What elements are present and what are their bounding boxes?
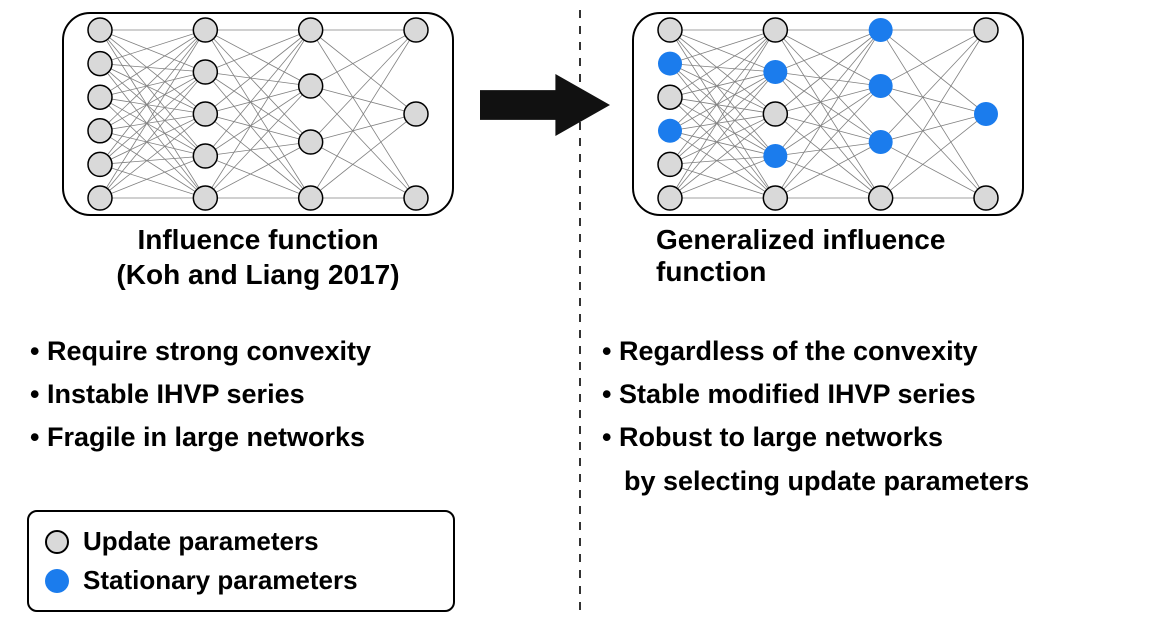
legend-label: Stationary parameters: [83, 561, 358, 600]
left-title-line1: Influence function: [137, 224, 378, 256]
bullet-item: Instable IHVP series: [30, 373, 371, 416]
bullet-item: Robust to large networks: [602, 416, 1029, 459]
bullet-item: by selecting update parameters: [624, 460, 1029, 503]
legend-box: Update parametersStationary parameters: [27, 510, 455, 612]
left-title-line2: (Koh and Liang 2017): [116, 259, 399, 291]
bullet-item: Require strong convexity: [30, 330, 371, 373]
legend-item: Update parameters: [45, 522, 437, 561]
bullet-item: Fragile in large networks: [30, 416, 371, 459]
bullet-item: Regardless of the convexity: [602, 330, 1029, 373]
legend-label: Update parameters: [83, 522, 319, 561]
left-bullet-list: Require strong convexityInstable IHVP se…: [30, 330, 371, 460]
bullet-item: Stable modified IHVP series: [602, 373, 1029, 416]
arrow-icon: [480, 74, 610, 136]
left-neural-net-diagram: [62, 12, 454, 216]
right-title-line1: Generalized influence function: [656, 224, 1000, 288]
legend-swatch-icon: [45, 530, 69, 554]
right-neural-net-diagram: [632, 12, 1024, 216]
legend-item: Stationary parameters: [45, 561, 437, 600]
legend-swatch-icon: [45, 569, 69, 593]
right-bullet-list: Regardless of the convexityStable modifi…: [602, 330, 1029, 503]
